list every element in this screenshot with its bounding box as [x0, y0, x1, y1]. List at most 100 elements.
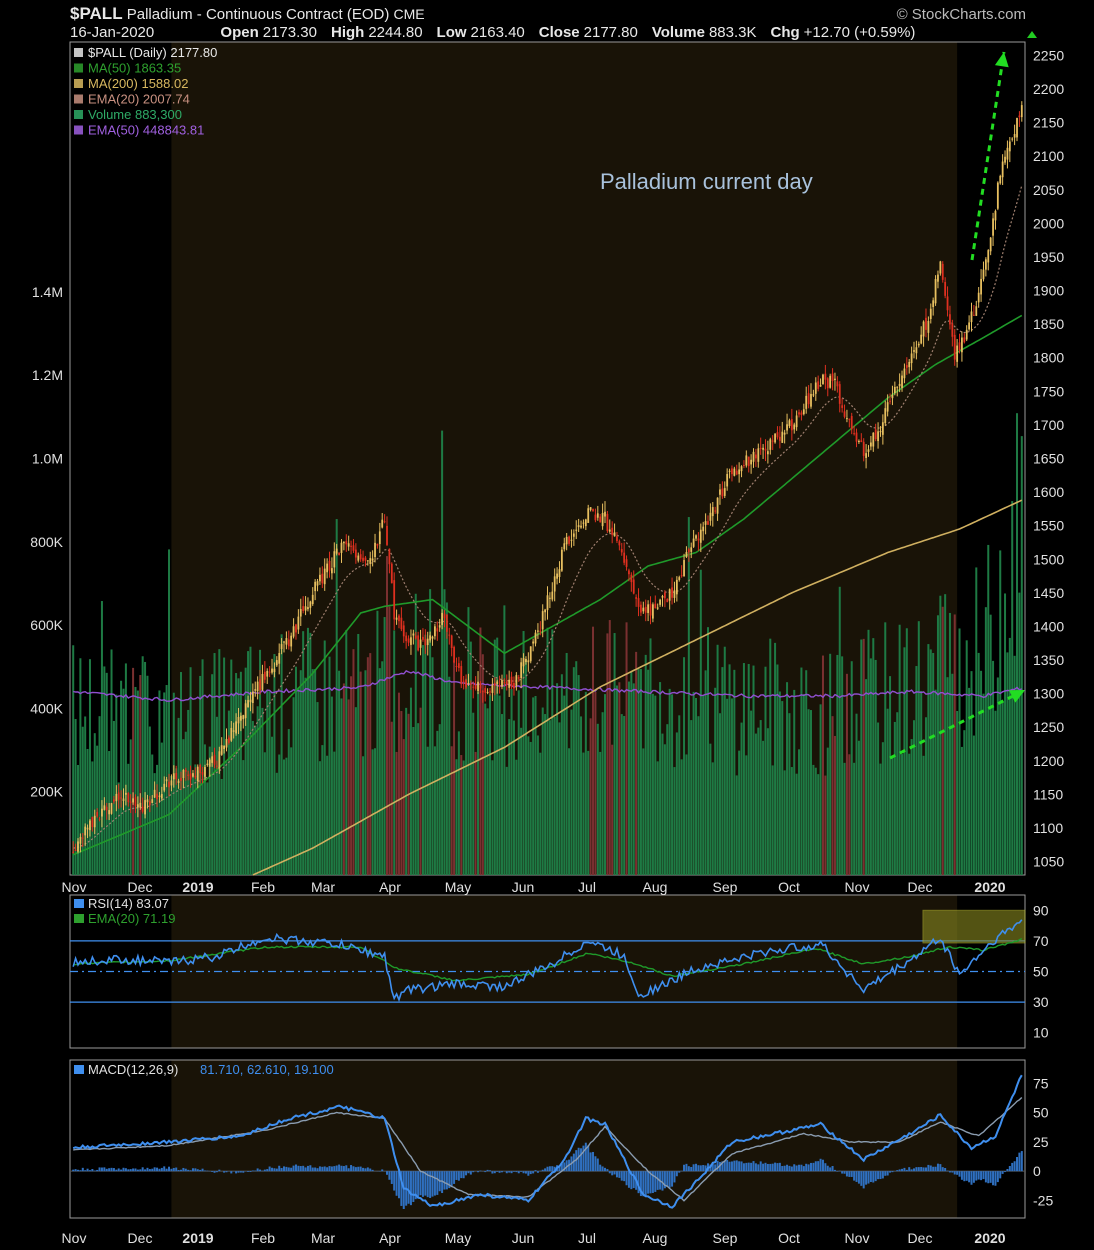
price-candle [659, 599, 661, 605]
price-candle [206, 763, 209, 765]
price-candle [699, 529, 702, 543]
macd-histogram-bar [956, 1171, 959, 1175]
price-candle [108, 810, 111, 815]
volume-bar [206, 782, 209, 875]
macd-histogram-bar [139, 1169, 142, 1172]
macd-histogram-bar [917, 1167, 920, 1172]
macd-histogram-bar [908, 1167, 911, 1172]
macd-histogram-bar [747, 1162, 750, 1172]
rsi-tick-label: 50 [1033, 964, 1049, 980]
macd-histogram-bar [472, 1171, 475, 1173]
price-candle [704, 521, 707, 525]
macd-histogram-bar [201, 1168, 204, 1172]
volume-bar [747, 664, 750, 875]
volume-bar [695, 697, 698, 875]
price-tick-label: 1350 [1033, 652, 1064, 668]
price-candle [441, 612, 443, 625]
volume-bar [390, 721, 393, 875]
price-candle [858, 440, 860, 443]
brand-logo[interactable]: © StockCharts.com [896, 6, 1026, 23]
macd-histogram-bar [268, 1166, 271, 1172]
volume-bar [481, 654, 484, 875]
volume-bar [570, 709, 573, 875]
volume-bar [908, 753, 911, 875]
price-candle [453, 646, 455, 663]
price-candle [838, 384, 841, 404]
price-candle [307, 607, 309, 610]
price-candle [72, 851, 75, 854]
macd-histogram-bar [148, 1169, 151, 1172]
legend-entry: MA(50) 1863.35 [88, 61, 181, 76]
price-candle [776, 432, 779, 438]
price-tick-label: 1300 [1033, 686, 1064, 702]
price-candle [517, 677, 520, 679]
macd-histogram-bar [886, 1171, 889, 1176]
price-candle [565, 536, 568, 545]
macd-month-label: May [445, 1230, 471, 1246]
price-candle [721, 488, 724, 497]
volume-bar [1004, 593, 1007, 875]
volume-bar [857, 740, 860, 875]
macd-histogram-bar [716, 1160, 719, 1172]
price-tick-label: 1850 [1033, 316, 1064, 332]
macd-histogram-bar [862, 1171, 865, 1189]
rsi-overbought-highlight [922, 909, 1026, 944]
macd-histogram-bar [754, 1163, 757, 1172]
volume-bar [371, 749, 374, 875]
volume-bar [376, 610, 379, 875]
volume-bar [182, 739, 185, 875]
price-candle [402, 625, 405, 637]
volume-bar [673, 767, 676, 875]
macd-histogram-bar [345, 1165, 348, 1172]
instrument-name: Palladium - Continuous Contract (EOD) [126, 6, 390, 23]
macd-histogram-bar [115, 1169, 118, 1172]
volume-bar [465, 678, 468, 875]
macd-histogram-bar [896, 1170, 899, 1172]
price-candle [556, 573, 558, 579]
volume-bar [788, 713, 791, 875]
macd-histogram-bar [194, 1168, 197, 1172]
price-candle [333, 551, 336, 568]
volume-bar [326, 755, 329, 875]
macd-histogram-bar [498, 1171, 501, 1173]
macd-histogram-bar [402, 1171, 405, 1210]
price-candle [242, 715, 245, 720]
macd-histogram-bar [589, 1152, 592, 1172]
macd-histogram-bar [333, 1166, 336, 1172]
volume-bar [577, 675, 580, 875]
volume-bar [984, 607, 987, 875]
price-month-label: Jul [578, 879, 596, 895]
macd-histogram-bar [357, 1166, 360, 1172]
volume-bar [970, 671, 973, 875]
price-tick-label: 1450 [1033, 585, 1064, 601]
price-candle [153, 789, 156, 798]
volume-bar [402, 739, 405, 875]
price-candle [319, 574, 321, 582]
volume-bar [853, 762, 856, 875]
price-candle [189, 773, 192, 780]
price-candle [338, 552, 340, 556]
price-candle [810, 393, 812, 407]
macd-histogram-bar [644, 1171, 647, 1197]
volume-bar [275, 772, 278, 875]
price-candle [805, 395, 808, 409]
price-candle [230, 727, 233, 741]
price-candle [93, 815, 96, 828]
price-candle [141, 806, 144, 812]
macd-histogram-bar [98, 1167, 101, 1172]
macd-histogram-bar [639, 1171, 642, 1197]
price-candle [584, 519, 587, 527]
price-candle [362, 557, 364, 561]
macd-histogram-bar [632, 1171, 635, 1189]
price-candle [719, 489, 721, 495]
volume-bar [778, 691, 781, 875]
macd-histogram-bar [627, 1171, 630, 1188]
price-candle [889, 400, 891, 402]
macd-tick-label: 25 [1033, 1134, 1049, 1150]
price-tick-label: 2000 [1033, 215, 1064, 231]
volume-bar [122, 688, 125, 875]
volume-bar [776, 664, 779, 875]
macd-histogram-bar [352, 1166, 355, 1172]
ohlc-value-open: 2173.30 [262, 24, 317, 41]
